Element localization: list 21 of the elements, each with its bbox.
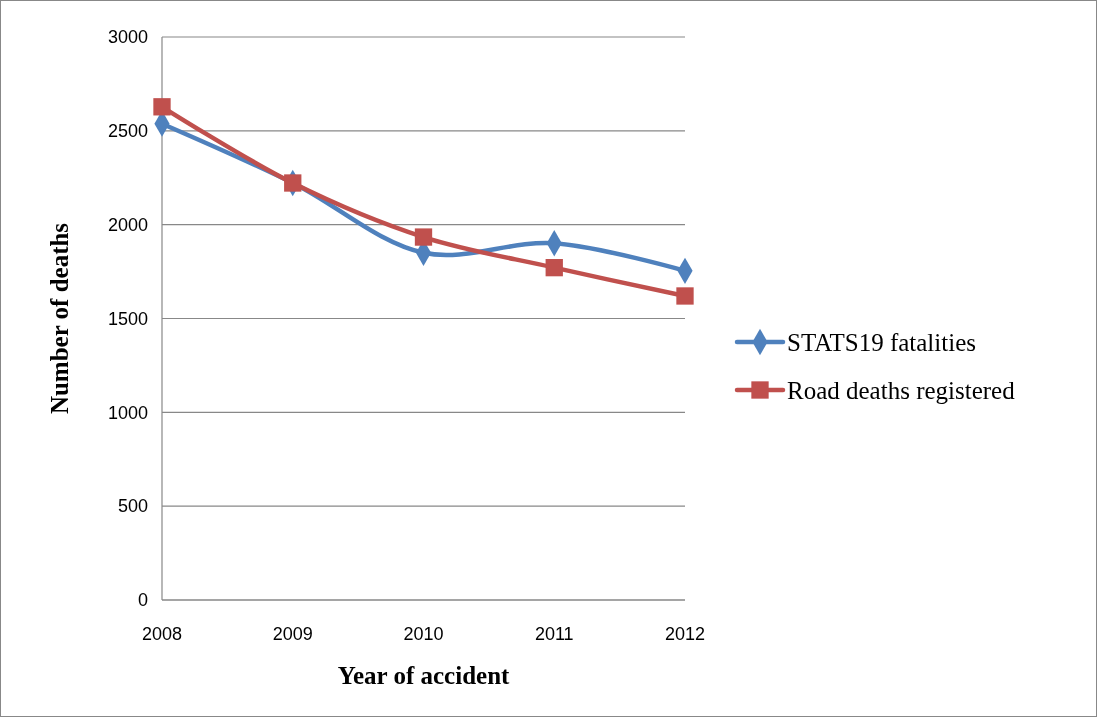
y-tick-label: 2000 [107, 214, 148, 235]
x-tick-label: 2008 [141, 624, 183, 644]
y-tick-label: 3000 [107, 27, 148, 48]
point [545, 258, 563, 277]
y-tick-label: 1500 [107, 308, 148, 329]
point [284, 174, 302, 192]
x-tick-label: 2010 [403, 624, 444, 644]
x-tick-label: 2009 [272, 624, 313, 644]
x-axis-title: Year of accident [337, 662, 511, 689]
y-tick-label: 0 [137, 590, 148, 611]
legend-label: STATS19 fatalities [787, 328, 976, 356]
point [153, 98, 171, 116]
point [414, 228, 433, 246]
legend-label: Road deaths registered [787, 376, 1016, 404]
y-tick-label: 500 [117, 496, 148, 517]
y-axis-title: Number of deaths [46, 222, 73, 415]
y-tick-label: 1000 [107, 402, 148, 423]
point [676, 287, 694, 305]
y-tick-label: 2500 [107, 121, 148, 142]
x-tick-label: 2011 [534, 624, 574, 644]
x-tick-label: 2012 [664, 624, 706, 644]
